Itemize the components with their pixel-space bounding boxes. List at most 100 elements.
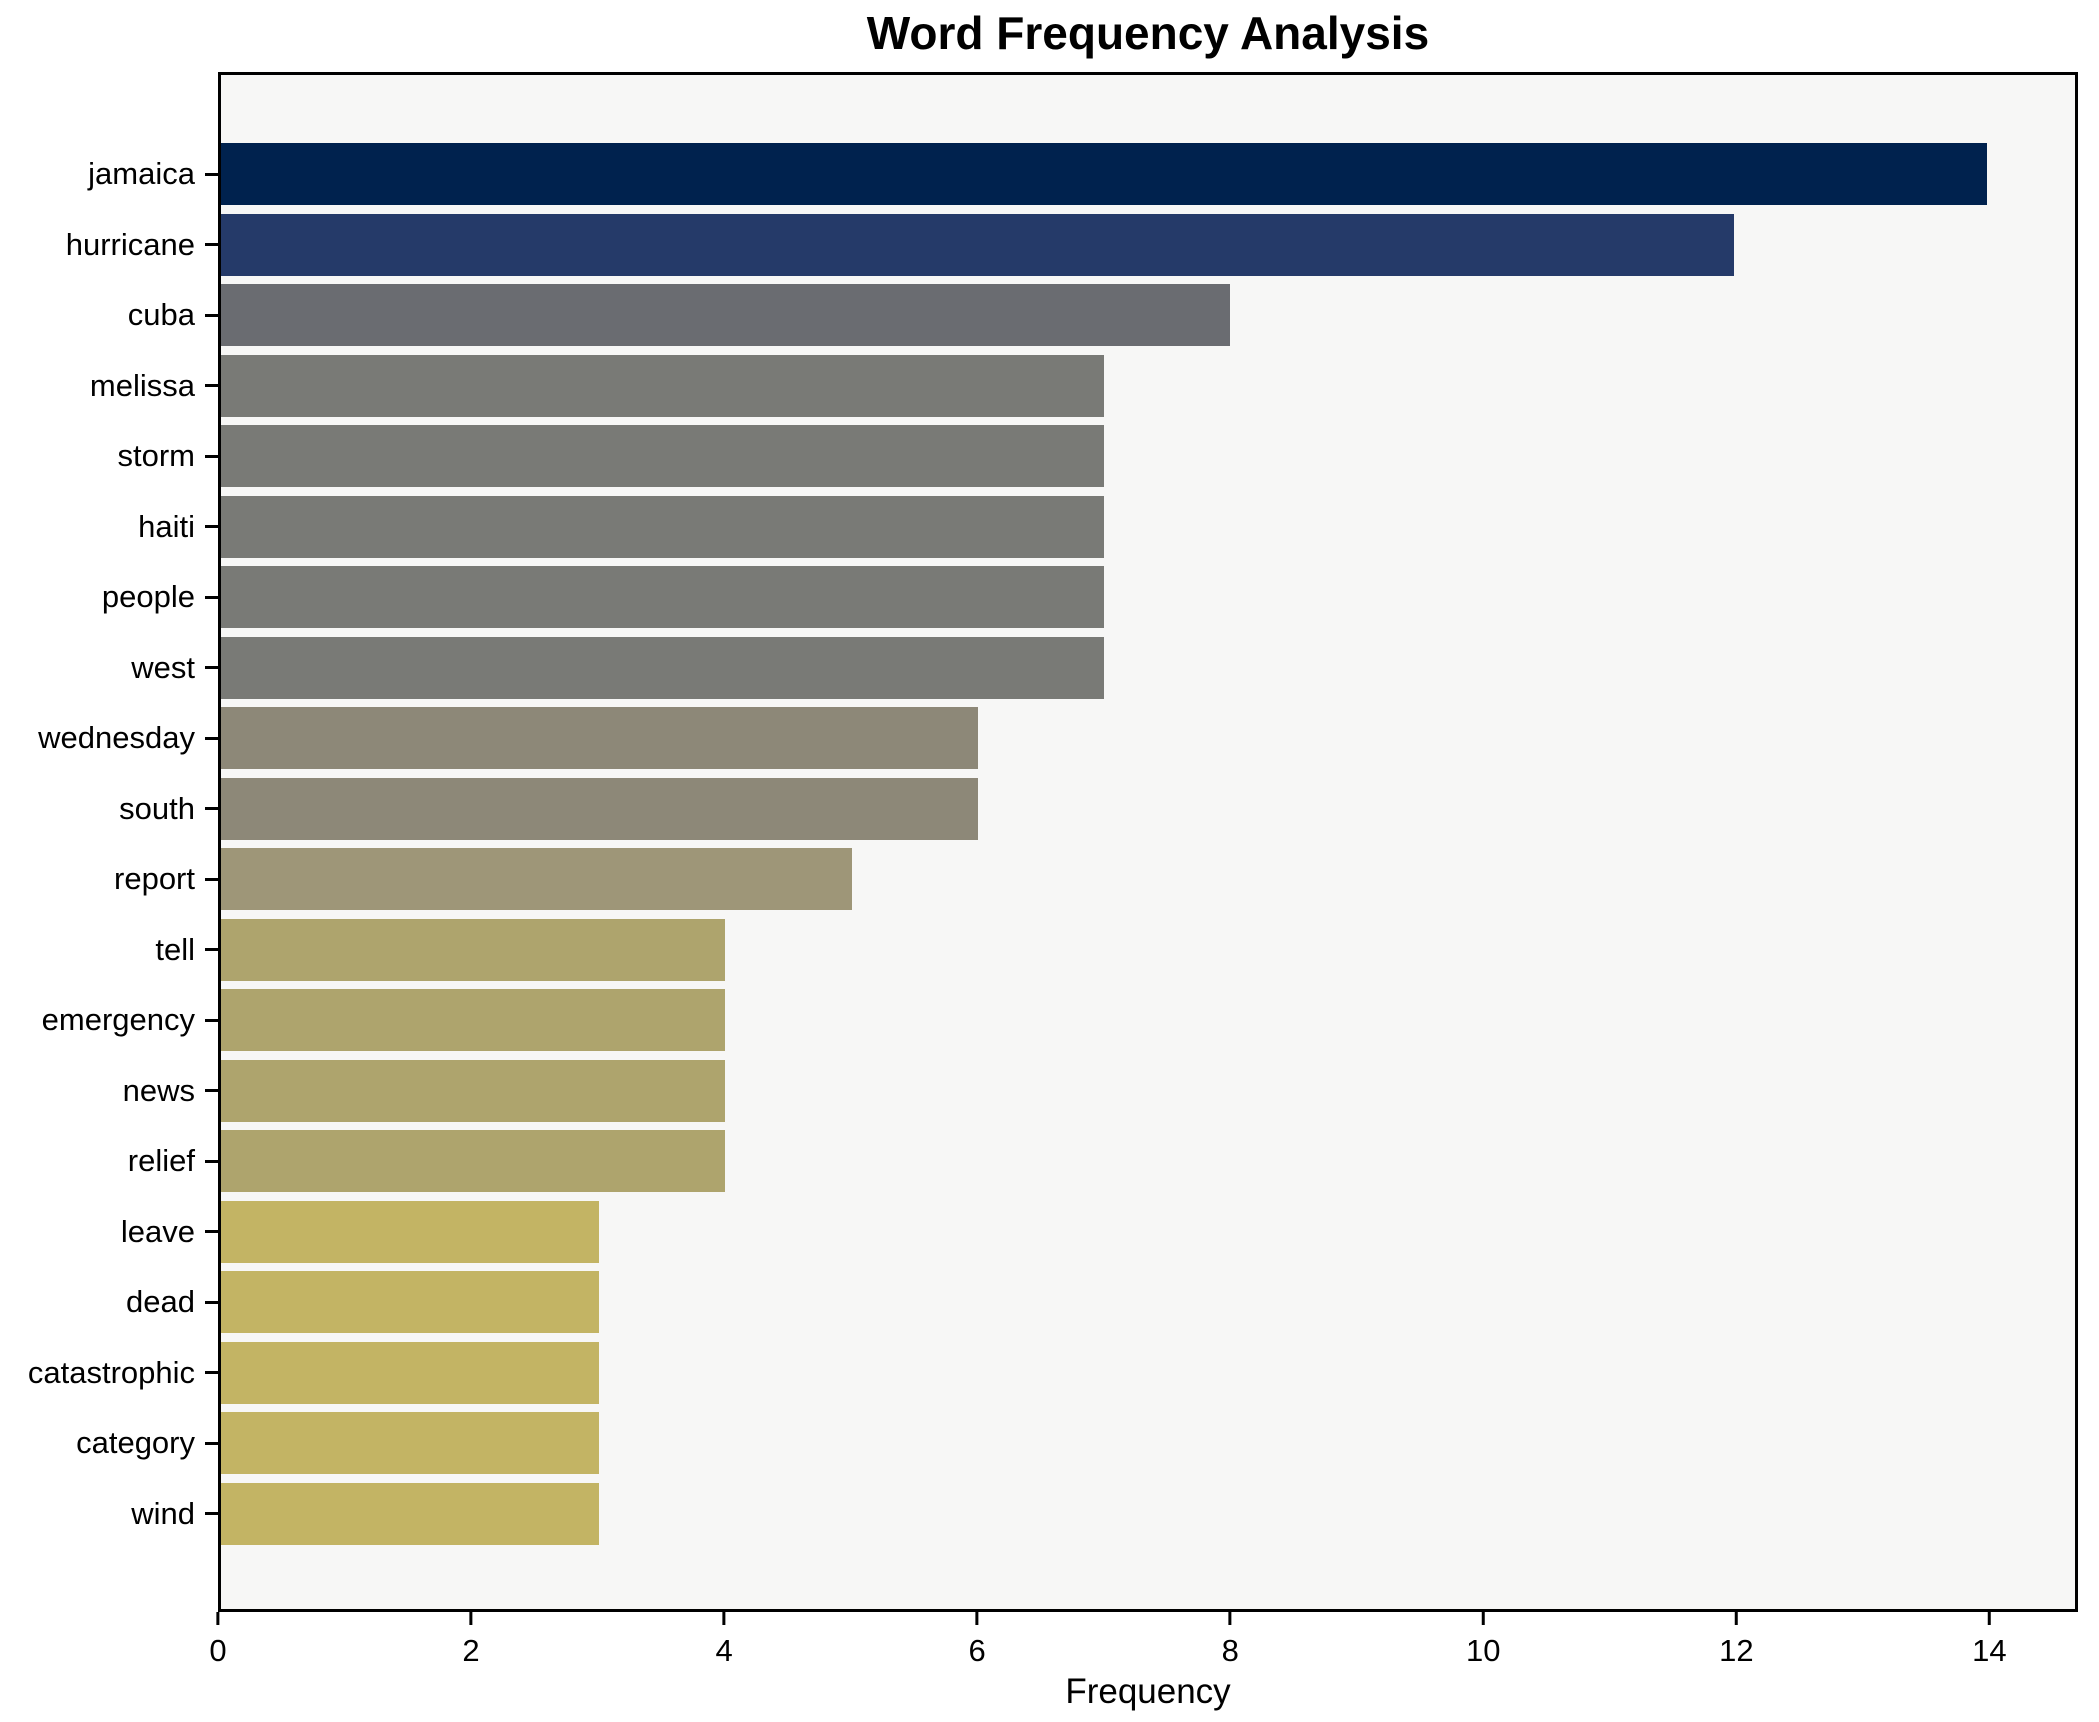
x-tick-label: 10 [1466,1633,1501,1668]
x-tick: 12 [1719,1612,1754,1669]
y-tick-mark [205,948,218,952]
bar [221,354,1104,417]
y-tick-mark [205,1230,218,1234]
bar-row-melissa: melissa [90,351,2075,422]
y-tick-label: report [114,861,195,897]
y-tick-label: people [101,579,195,615]
bar [221,213,1735,276]
y-tick-label: category [76,1425,195,1461]
y-tick-label: dead [126,1284,195,1320]
bar [221,1200,600,1263]
x-axis-label: Frequency [1065,1672,1231,1711]
x-tick: 0 [209,1612,227,1669]
bar-row-relief: relief [128,1126,2075,1197]
bar [221,1059,726,1122]
bar-row-people: people [102,562,2075,633]
x-tick-mark [975,1612,979,1625]
y-tick-label: west [131,649,195,685]
bar-row-hurricane: hurricane [66,210,2075,281]
x-tick-mark [722,1612,726,1625]
bar-row-wednesday: wednesday [38,703,2075,774]
y-tick-mark [205,1441,218,1445]
x-tick-mark [1481,1612,1485,1625]
x-tick-mark [216,1612,220,1625]
y-tick-label: news [122,1072,195,1108]
y-tick-label: leave [120,1213,195,1249]
x-tick: 2 [462,1612,480,1669]
x-tick-mark [1228,1612,1232,1625]
y-tick-label: catastrophic [27,1354,195,1390]
bar-row-category: category [76,1408,2075,1479]
x-tick-mark [1987,1612,1991,1625]
y-tick-label: relief [127,1143,195,1179]
bar-row-catastrophic: catastrophic [28,1338,2075,1409]
bar [221,1482,600,1545]
bar [221,777,978,840]
y-tick-mark [205,1159,218,1163]
x-tick-label: 12 [1719,1633,1754,1668]
x-tick: 8 [1222,1612,1239,1669]
x-tick: 10 [1466,1612,1501,1669]
bar-row-cuba: cuba [128,280,2075,351]
bar-row-south: south [119,774,2075,845]
bar [221,1130,726,1193]
y-tick-mark [205,595,218,599]
x-tick-label: 2 [462,1633,480,1668]
x-tick: 4 [715,1612,733,1669]
y-tick-mark [205,454,218,458]
bar [221,636,1104,699]
y-tick-mark [205,736,218,740]
bar-row-tell: tell [155,915,2075,986]
bar-row-haiti: haiti [138,492,2075,563]
x-tick-label: 0 [209,1633,227,1668]
y-tick-label: emergency [41,1002,195,1038]
y-tick-label: melissa [89,367,195,403]
y-tick-label: jamaica [88,156,195,192]
bar-row-emergency: emergency [42,985,2075,1056]
y-tick-label: wednesday [38,720,195,756]
x-tick-label: 8 [1221,1633,1239,1668]
y-tick-mark [205,525,218,529]
bar [221,1271,600,1334]
y-tick-label: south [119,790,195,826]
bar-row-dead: dead [126,1267,2075,1338]
y-tick-label: haiti [138,508,195,544]
bar-row-storm: storm [118,421,2075,492]
y-tick-mark [205,807,218,811]
y-tick-label: tell [155,931,195,967]
y-tick-label: storm [117,438,196,474]
y-tick-mark [205,172,218,176]
y-tick-mark [205,313,218,317]
bar-row-wind: wind [131,1479,2075,1550]
bar [221,425,1104,488]
y-tick-mark [205,1089,218,1093]
bar [221,566,1104,629]
bar-row-report: report [114,844,2075,915]
bar [221,1412,600,1475]
x-tick-mark [469,1612,473,1625]
y-tick-label: cuba [127,297,195,333]
x-tick-label: 4 [715,1633,733,1668]
bar-row-west: west [131,633,2075,704]
y-tick-label: wind [131,1495,195,1531]
x-tick-mark [1734,1612,1738,1625]
y-tick-mark [205,1018,218,1022]
plot-area: jamaica hurricane cuba melissa storm haiti peo… [28,72,2078,1612]
bar [221,848,852,911]
y-tick-mark [205,666,218,670]
bar [221,284,1230,347]
bar [221,918,726,981]
bar [221,1341,600,1404]
y-tick-mark [205,1512,218,1516]
bar-row-leave: leave [121,1197,2075,1268]
x-tick: 14 [1972,1612,2007,1669]
chart-title: Word Frequency Analysis [866,7,1430,59]
bars-area: jamaica hurricane cuba melissa storm haiti peo… [28,75,2075,1609]
bar [221,495,1104,558]
bar [221,989,726,1052]
y-tick-mark [205,243,218,247]
x-tick-label: 14 [1972,1633,2007,1668]
y-tick-mark [205,1300,218,1304]
x-axis: 0 2 4 6 8 10 12 14 [209,1612,2078,1692]
